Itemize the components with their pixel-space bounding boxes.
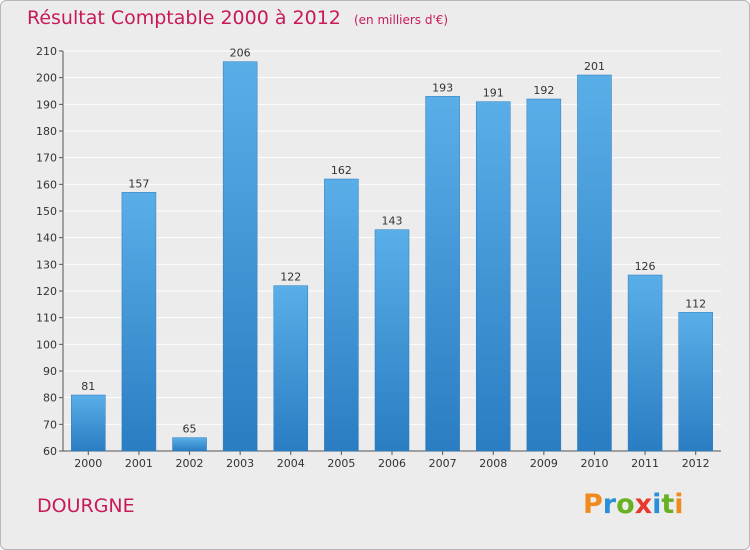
value-label-2000: 81 bbox=[81, 380, 95, 393]
value-label-2005: 162 bbox=[331, 164, 352, 177]
bar-2011[interactable] bbox=[627, 274, 663, 452]
value-label-2012: 112 bbox=[685, 297, 706, 310]
chart-title: Résultat Comptable 2000 à 2012 (en milli… bbox=[27, 7, 448, 29]
value-label-2008: 191 bbox=[483, 87, 504, 100]
bar-2010[interactable] bbox=[577, 74, 612, 452]
brand-letter: r bbox=[602, 489, 617, 520]
y-tick-label: 210 bbox=[36, 45, 57, 58]
place-name: DOURGNE bbox=[37, 495, 135, 517]
bar-2002[interactable] bbox=[172, 437, 207, 452]
value-label-2007: 193 bbox=[432, 81, 453, 94]
x-tick-label-2006: 2006 bbox=[378, 457, 406, 470]
value-label-2010: 201 bbox=[584, 60, 605, 73]
x-tick-label-2010: 2010 bbox=[580, 457, 608, 470]
bar-2005[interactable] bbox=[324, 178, 359, 452]
y-tick-label: 150 bbox=[36, 205, 57, 218]
bar-2001[interactable] bbox=[121, 192, 157, 452]
bar-2008[interactable] bbox=[475, 101, 511, 452]
y-tick-label: 100 bbox=[36, 338, 57, 351]
y-tick-label: 120 bbox=[36, 285, 57, 298]
y-tick-label: 170 bbox=[36, 152, 57, 165]
x-tick-label-2011: 2011 bbox=[631, 457, 659, 470]
labels: 60 70 80 90 100 110 120 130 140 150 160 170 180 190 20… bbox=[36, 45, 710, 470]
bar-2006[interactable] bbox=[374, 229, 410, 452]
value-label-2004: 122 bbox=[280, 271, 301, 284]
y-tick-label: 60 bbox=[43, 445, 57, 458]
bar-2012[interactable] bbox=[678, 312, 713, 452]
bar-2004[interactable] bbox=[273, 285, 309, 452]
brand-letter: t bbox=[661, 489, 675, 520]
y-tick-label: 70 bbox=[43, 418, 57, 431]
chart-unit-text: (en milliers d'€) bbox=[353, 13, 449, 27]
brand-letter: i bbox=[652, 489, 662, 520]
value-label-2006: 143 bbox=[382, 215, 403, 228]
y-tick-label: 160 bbox=[36, 178, 57, 191]
x-tick-label-2001: 2001 bbox=[125, 457, 153, 470]
value-label-2002: 65 bbox=[183, 423, 197, 436]
y-tick-label: 140 bbox=[36, 232, 57, 245]
x-tick-label-2002: 2002 bbox=[176, 457, 204, 470]
bar-2003[interactable] bbox=[222, 61, 258, 452]
brand-letter: P bbox=[583, 489, 603, 520]
bar-2007[interactable] bbox=[425, 96, 460, 452]
y-tick-label: 200 bbox=[36, 72, 57, 85]
value-label-2011: 126 bbox=[635, 260, 656, 273]
y-tick-label: 180 bbox=[36, 125, 57, 138]
brand-logo[interactable]: Proxiti bbox=[583, 489, 684, 520]
value-label-2001: 157 bbox=[128, 177, 149, 190]
brand-letter: o bbox=[616, 489, 635, 520]
bar-2000[interactable] bbox=[71, 394, 106, 452]
brand-letter: x bbox=[634, 489, 653, 520]
y-tick-label: 110 bbox=[36, 312, 57, 325]
x-tick-label-2005: 2005 bbox=[327, 457, 355, 470]
value-label-2009: 192 bbox=[533, 84, 554, 97]
x-tick-label-2008: 2008 bbox=[479, 457, 507, 470]
chart-title-text: Résultat Comptable 2000 à 2012 bbox=[27, 7, 341, 29]
brand-letter: i bbox=[674, 489, 684, 520]
value-label-2003: 206 bbox=[230, 47, 251, 60]
y-tick-label: 80 bbox=[43, 392, 57, 405]
x-tick-label-2007: 2007 bbox=[429, 457, 457, 470]
x-tick-label-2009: 2009 bbox=[530, 457, 558, 470]
y-tick-label: 130 bbox=[36, 258, 57, 271]
bar-2009[interactable] bbox=[526, 98, 562, 452]
y-tick-label: 190 bbox=[36, 98, 57, 111]
x-tick-label-2003: 2003 bbox=[226, 457, 254, 470]
y-tick-label: 90 bbox=[43, 365, 57, 378]
bars bbox=[71, 61, 713, 452]
x-tick-label-2012: 2012 bbox=[682, 457, 710, 470]
x-tick-label-2000: 2000 bbox=[74, 457, 102, 470]
x-tick-label-2004: 2004 bbox=[277, 457, 305, 470]
